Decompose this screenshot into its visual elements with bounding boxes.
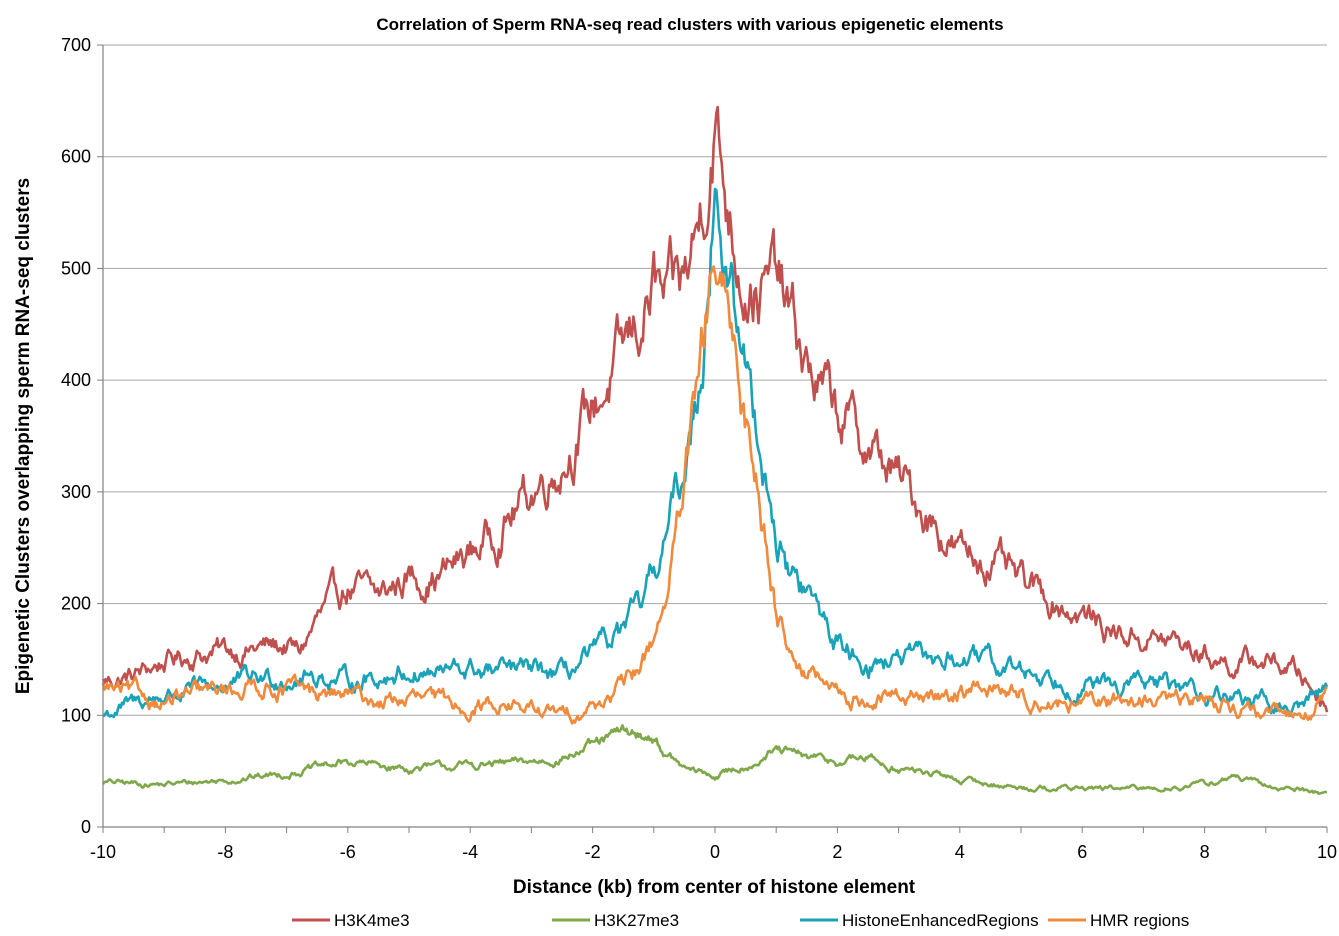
- series-line-h3k4me3: [101, 105, 1329, 713]
- legend: H3K4me3 H3K27me3 HistoneEnhancedRegions HMR…: [292, 911, 1189, 930]
- legend-label: H3K27me3: [594, 911, 679, 930]
- x-tick-label: 2: [832, 842, 842, 862]
- series-line-histoneenhancedregions: [103, 187, 1329, 719]
- y-tick-label: 200: [61, 594, 91, 614]
- y-tick-label: 700: [61, 35, 91, 55]
- axes: [97, 44, 1328, 833]
- x-tick-label: -8: [217, 842, 233, 862]
- legend-label: HistoneEnhancedRegions: [842, 911, 1039, 930]
- y-tick-label: 300: [61, 482, 91, 502]
- y-tick-label: 600: [61, 147, 91, 167]
- x-tick-label: -4: [462, 842, 478, 862]
- x-tick-label: -2: [585, 842, 601, 862]
- legend-label: H3K4me3: [334, 911, 410, 930]
- y-axis-title: Epigenetic Clusters overlapping sperm RN…: [13, 178, 34, 694]
- x-tick-label: 8: [1200, 842, 1210, 862]
- legend-label: HMR regions: [1090, 911, 1189, 930]
- x-tick-label: -6: [340, 842, 356, 862]
- gridlines: [103, 44, 1327, 716]
- x-tick-label: 4: [955, 842, 965, 862]
- y-tick-label: 100: [61, 705, 91, 725]
- series-line-hmr-regions: [101, 265, 1329, 725]
- x-tick-label: 0: [710, 842, 720, 862]
- y-tick-label: 400: [61, 370, 91, 390]
- tick-labels: 0 100 200 300 400 500 600 700 -10 -8 -6 -4 -2 0 2 4 6 8 10: [61, 35, 1337, 862]
- y-tick-label: 0: [81, 817, 91, 837]
- x-axis-title: Distance (kb) from center of histone ele…: [513, 877, 916, 898]
- x-tick-label: 10: [1317, 842, 1337, 862]
- chart-title: Correlation of Sperm RNA-seq read cluste…: [376, 15, 1003, 34]
- series-lines: [101, 105, 1329, 796]
- series-line-h3k27me3: [102, 724, 1328, 796]
- y-tick-label: 500: [61, 258, 91, 278]
- x-tick-label: 6: [1077, 842, 1087, 862]
- x-tick-label: -10: [90, 842, 116, 862]
